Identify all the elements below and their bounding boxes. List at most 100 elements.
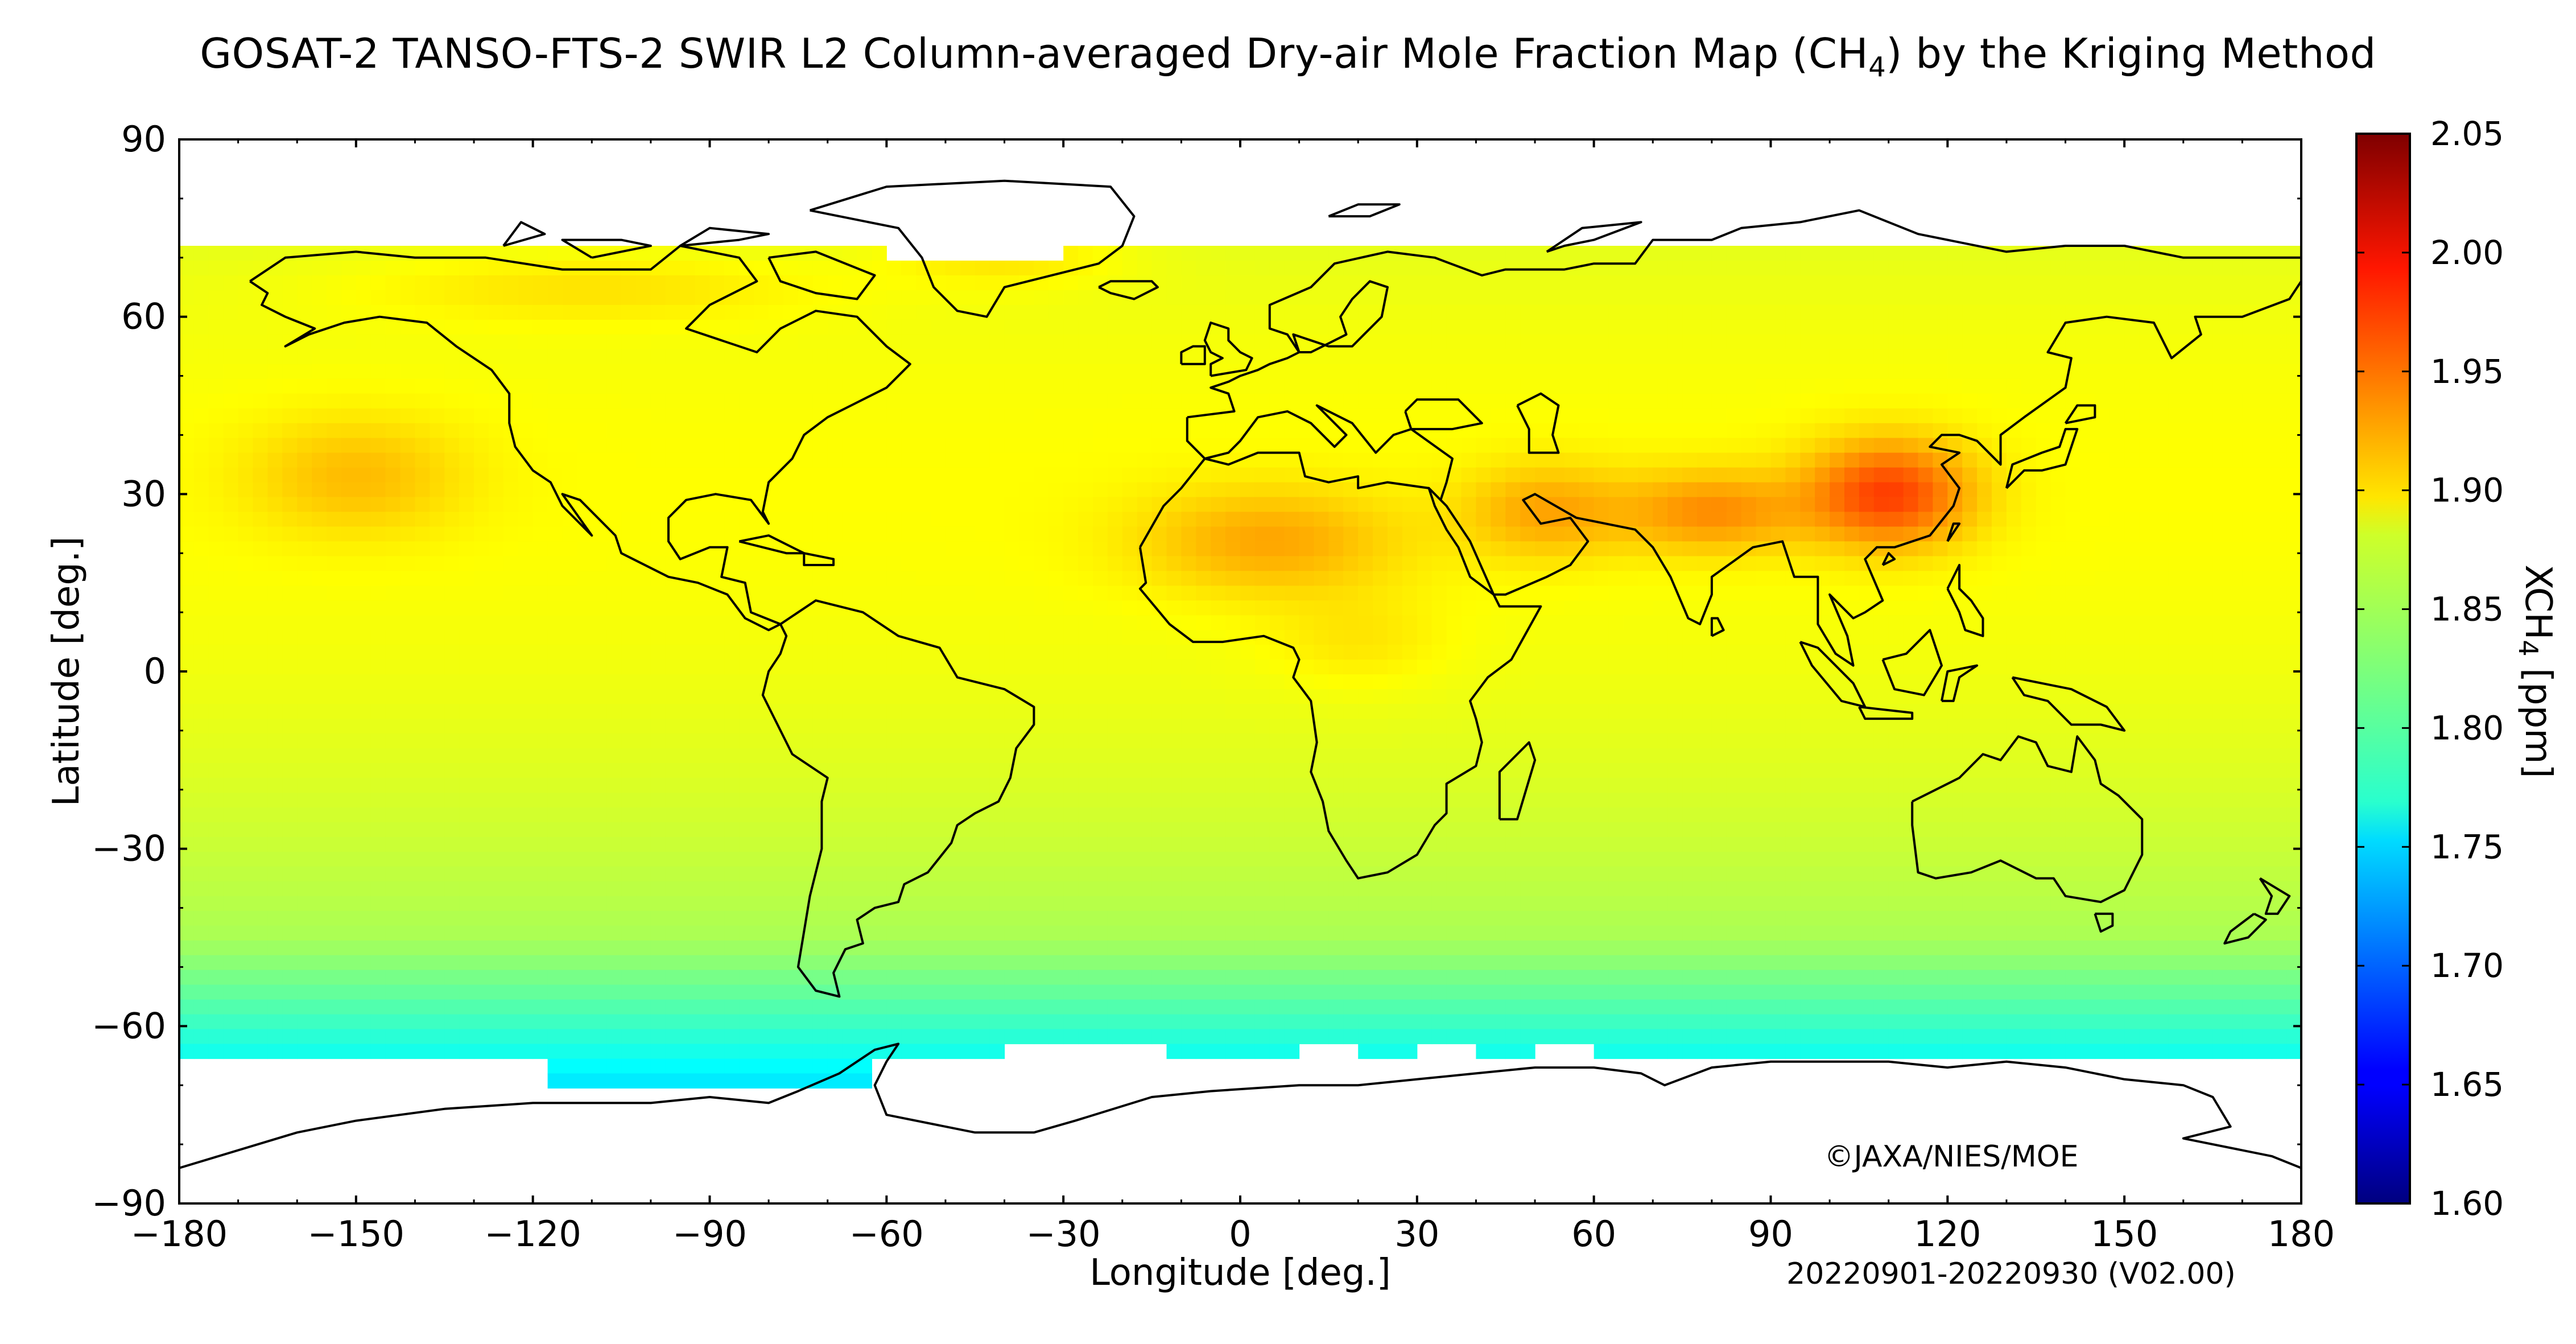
- field-cell: [724, 246, 740, 261]
- field-cell: [430, 393, 445, 409]
- field-cell: [975, 467, 990, 483]
- field-cell: [2227, 393, 2243, 409]
- field-cell: [2036, 334, 2051, 350]
- field-cell: [503, 512, 519, 527]
- field-cell: [1225, 689, 1241, 704]
- field-cell: [577, 586, 592, 601]
- field-cell: [1608, 600, 1624, 616]
- field-cell: [459, 556, 474, 571]
- field-cell: [282, 408, 298, 424]
- field-cell: [562, 719, 577, 734]
- field-cell: [327, 526, 342, 542]
- field-cell: [1048, 393, 1064, 409]
- field-cell: [444, 482, 460, 498]
- field-cell: [1844, 452, 1860, 468]
- field-cell: [1107, 733, 1123, 749]
- field-cell: [1711, 290, 1727, 306]
- field-cell: [2272, 659, 2287, 675]
- field-cell: [1550, 645, 1565, 660]
- field-cell: [562, 378, 577, 394]
- field-cell: [1476, 600, 1491, 616]
- field-cell: [415, 393, 430, 409]
- field-cell: [1873, 674, 1889, 690]
- field-cell: [1048, 719, 1064, 734]
- field-cell: [1402, 719, 1418, 734]
- field-cell: [297, 556, 312, 571]
- field-cell: [1653, 541, 1668, 556]
- field-cell: [1520, 659, 1535, 675]
- field-cell: [1977, 541, 1992, 556]
- field-cell: [2227, 630, 2243, 645]
- field-cell: [1903, 645, 1919, 660]
- field-cell: [400, 408, 415, 424]
- field-cell: [1977, 615, 1992, 630]
- field-cell: [312, 689, 327, 704]
- field-cell: [1903, 408, 1919, 424]
- field-cell: [1019, 452, 1034, 468]
- field-cell: [886, 438, 902, 454]
- field-cell: [724, 526, 740, 542]
- field-cell: [606, 719, 622, 734]
- field-cell: [1151, 748, 1167, 764]
- field-cell: [680, 512, 696, 527]
- field-cell: [2272, 541, 2287, 556]
- field-cell: [577, 748, 592, 764]
- field-cell: [1505, 600, 1521, 616]
- field-cell: [945, 645, 961, 660]
- field-cell: [650, 438, 666, 454]
- field-cell: [1711, 364, 1727, 380]
- field-cell: [238, 393, 254, 409]
- field-cell: [1151, 290, 1167, 306]
- field-cell: [1962, 378, 1978, 394]
- field-cell: [370, 408, 386, 424]
- field-cell: [2050, 689, 2066, 704]
- field-cell: [2168, 290, 2184, 306]
- field-cell: [518, 571, 534, 586]
- field-cell: [1122, 408, 1138, 424]
- field-cell: [489, 571, 504, 586]
- field-cell: [1520, 378, 1535, 394]
- field-cell: [430, 378, 445, 394]
- field-cell: [2050, 630, 2066, 645]
- field-cell: [2080, 482, 2095, 498]
- field-cell: [1137, 319, 1153, 335]
- field-cell: [1254, 512, 1270, 527]
- field-cell: [2227, 364, 2243, 380]
- field-cell: [2227, 452, 2243, 468]
- field-cell: [1918, 319, 1933, 335]
- field-cell: [518, 719, 534, 734]
- field-cell: [650, 689, 666, 704]
- field-cell: [695, 645, 711, 660]
- field-cell: [1122, 275, 1138, 291]
- field-cell: [1992, 467, 2007, 483]
- field-cell: [238, 526, 254, 542]
- field-cell: [2139, 275, 2154, 291]
- field-cell: [1992, 304, 2007, 320]
- field-cell: [1550, 733, 1565, 749]
- field-cell: [1166, 467, 1182, 483]
- field-cell: [621, 586, 637, 601]
- field-cell: [547, 689, 563, 704]
- field-cell: [1962, 408, 1978, 424]
- field-cell: [297, 630, 312, 645]
- field-cell: [1166, 423, 1182, 439]
- field-cell: [1933, 275, 1948, 291]
- field-cell: [783, 645, 799, 660]
- field-cell: [1992, 319, 2007, 335]
- field-cell: [1431, 704, 1447, 719]
- field-cell: [1211, 526, 1226, 542]
- field-cell: [1358, 600, 1373, 616]
- field-cell: [489, 748, 504, 764]
- field-cell: [636, 364, 651, 380]
- field-cell: [1078, 571, 1093, 586]
- field-cell: [2095, 526, 2110, 542]
- field-cell: [1063, 526, 1079, 542]
- field-cell: [1122, 526, 1138, 542]
- field-cell: [1682, 630, 1698, 645]
- field-cell: [1402, 674, 1418, 690]
- field-cell: [1564, 571, 1580, 586]
- field-cell: [459, 571, 474, 586]
- field-cell: [267, 334, 283, 350]
- field-cell: [1048, 541, 1064, 556]
- field-cell: [695, 674, 711, 690]
